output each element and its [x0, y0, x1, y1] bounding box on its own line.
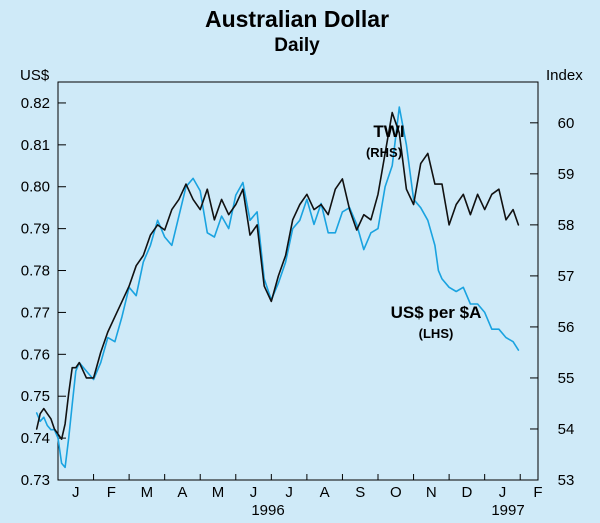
left-axis-unit-label: US$: [20, 67, 50, 84]
twi-series-line: [35, 111, 520, 441]
right-tick-label: 58: [558, 217, 575, 234]
right-axis-unit-label: Index: [546, 67, 583, 84]
month-label: J: [72, 484, 80, 501]
left-tick-label: 0.80: [21, 179, 50, 196]
year-label-1997: 1997: [491, 502, 524, 519]
usd-annotation-sub: (LHS): [419, 326, 454, 341]
series-layer: [35, 106, 520, 469]
usd-annotation: US$ per $A: [391, 303, 482, 322]
month-label: N: [426, 484, 437, 501]
left-tick-label: 0.74: [21, 430, 50, 447]
right-tick-label: 60: [558, 115, 575, 132]
left-tick-label: 0.79: [21, 221, 50, 238]
month-label: J: [285, 484, 293, 501]
chart-title: Australian Dollar: [205, 6, 389, 32]
month-label: A: [320, 484, 330, 501]
right-tick-label: 53: [558, 472, 575, 489]
left-tick-label: 0.75: [21, 388, 50, 405]
month-label: F: [107, 484, 116, 501]
left-tick-label: 0.78: [21, 263, 50, 280]
left-tick-label: 0.73: [21, 472, 50, 489]
left-tick-label: 0.82: [21, 95, 50, 112]
left-axis: 0.82 0.81 0.80 0.79 0.78 0.77 0.76 0.75 0.74 0.73: [21, 95, 66, 489]
right-tick-label: 56: [558, 319, 575, 336]
month-label: M: [212, 484, 225, 501]
plot-frame: [57, 81, 539, 481]
right-tick-label: 57: [558, 268, 575, 285]
month-label: S: [355, 484, 365, 501]
left-tick-label: 0.76: [21, 346, 50, 363]
month-label: F: [533, 484, 542, 501]
twi-annotation: TWI: [373, 122, 404, 141]
twi-annotation-sub: (RHS): [366, 145, 402, 160]
month-label: D: [461, 484, 472, 501]
month-label: J: [499, 484, 507, 501]
left-tick-label: 0.77: [21, 304, 50, 321]
right-tick-label: 59: [558, 166, 575, 183]
month-label: A: [177, 484, 187, 501]
right-axis: 60 59 58 57 56 55 54 53: [530, 115, 574, 489]
left-tick-label: 0.81: [21, 137, 50, 154]
month-label: J: [250, 484, 258, 501]
chart-subtitle: Daily: [274, 35, 320, 56]
usd-series-line: [35, 106, 520, 469]
year-label-1996: 1996: [251, 502, 284, 519]
month-label: M: [141, 484, 154, 501]
right-tick-label: 54: [558, 421, 575, 438]
month-label: O: [390, 484, 402, 501]
right-tick-label: 55: [558, 370, 575, 387]
